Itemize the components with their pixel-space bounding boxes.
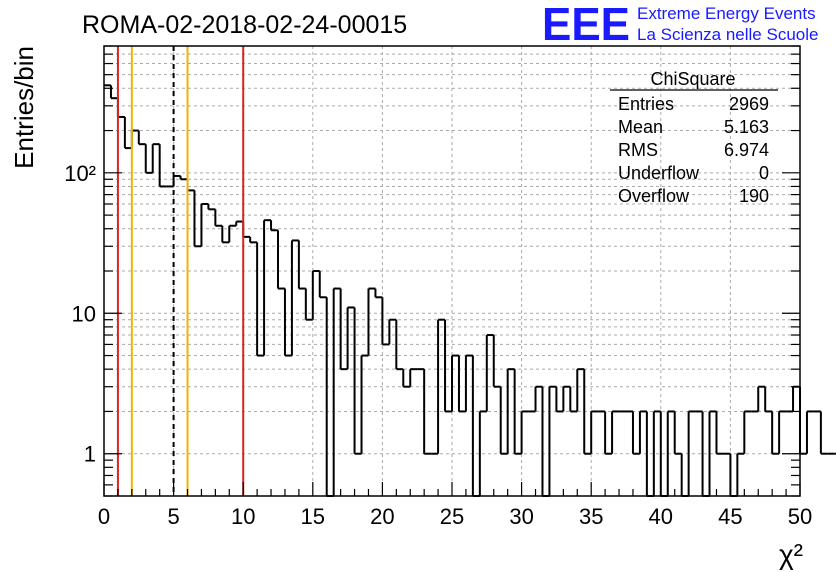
y-tick-label: 10² (64, 161, 96, 186)
y-tick-label: 1 (84, 442, 96, 467)
x-tick-label: 15 (301, 504, 325, 529)
x-tick-labels: 0 5 10 15 20 25 30 35 40 45 50 (98, 504, 812, 529)
stats-row-value: 5.163 (724, 117, 769, 137)
x-tick-label: 0 (98, 504, 110, 529)
eee-logo: EEE Extreme Energy Events La Scienza nel… (542, 0, 818, 50)
x-tick-label: 25 (440, 504, 464, 529)
stats-box: ChiSquare Entries 2969 Mean 5.163 RMS 6.974 Un… (610, 69, 778, 206)
stats-row-label: Overflow (618, 186, 690, 206)
y-tick-labels: 1 10 10² (64, 161, 96, 467)
axis-ticks (103, 45, 801, 497)
stats-row-label: Underflow (618, 163, 700, 183)
y-axis-label: Entries/bin (9, 46, 39, 169)
y-tick-label: 10 (72, 301, 96, 326)
stats-row-value: 0 (759, 163, 769, 183)
x-tick-label: 5 (167, 504, 179, 529)
stats-rows: Entries 2969 Mean 5.163 RMS 6.974 Underflow 0 Ov… (618, 94, 769, 206)
eee-logo-mark: EEE (542, 0, 630, 50)
stats-row-value: 6.974 (724, 140, 769, 160)
stats-row-value: 190 (739, 186, 769, 206)
chart-title: ROMA-02-2018-02-24-00015 (82, 11, 407, 39)
x-axis-label: χ² (779, 539, 803, 570)
x-tick-label: 35 (579, 504, 603, 529)
x-tick-label: 45 (718, 504, 742, 529)
x-tick-label: 40 (649, 504, 673, 529)
stats-row-label: Entries (618, 94, 674, 114)
x-tick-label: 20 (370, 504, 394, 529)
stats-row-label: Mean (618, 117, 663, 137)
stats-title: ChiSquare (650, 69, 735, 89)
x-tick-label: 30 (509, 504, 533, 529)
stats-row-label: RMS (618, 140, 658, 160)
reference-lines (116, 46, 245, 496)
x-tick-label: 10 (231, 504, 255, 529)
eee-logo-line1: Extreme Energy Events (637, 4, 816, 23)
stats-row-value: 2969 (729, 94, 769, 114)
eee-logo-line2: La Scienza nelle Scuole (637, 25, 818, 44)
x-tick-label: 50 (788, 504, 812, 529)
